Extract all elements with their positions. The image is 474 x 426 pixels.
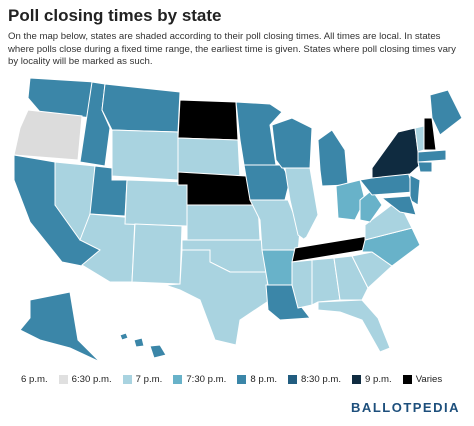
- legend-label: 8:30 p.m.: [301, 374, 342, 385]
- states: [13, 77, 463, 363]
- legend-swatch: [58, 375, 68, 384]
- legend: 6 p.m. 6:30 p.m. 7 p.m. 7:30 p.m. 8 p.m. 8:30…: [8, 374, 442, 385]
- legend-label: 7 p.m.: [135, 374, 163, 385]
- legend-label: 9 p.m.: [365, 374, 392, 385]
- legend-item: 7:30 p.m.: [173, 374, 226, 385]
- brand-logo: BALLOTPEDIA: [351, 400, 460, 415]
- legend-swatch: [8, 375, 17, 384]
- legend-item: 6:30 p.m.: [58, 374, 112, 385]
- legend-swatch: [352, 375, 362, 384]
- legend-item: 8 p.m.: [237, 374, 277, 385]
- legend-swatch: [288, 375, 298, 384]
- legend-item: Varies: [402, 374, 443, 385]
- legend-item: 7 p.m.: [122, 374, 163, 385]
- legend-swatch: [173, 375, 183, 384]
- legend-swatch: [122, 375, 132, 384]
- legend-swatch: [237, 375, 247, 384]
- us-map: [13, 77, 463, 363]
- legend-label: 6 p.m.: [21, 374, 48, 385]
- legend-label: 8 p.m.: [250, 374, 278, 385]
- legend-item: 9 p.m.: [352, 374, 392, 385]
- legend-label: Varies: [415, 374, 443, 385]
- legend-label: 7:30 p.m.: [186, 374, 227, 385]
- legend-item: 8:30 p.m.: [288, 374, 341, 385]
- legend-swatch: [402, 375, 412, 384]
- legend-item: 6 p.m.: [8, 374, 48, 385]
- legend-label: 6:30 p.m.: [71, 374, 112, 385]
- description: On the map below, states are shaded acco…: [8, 31, 456, 67]
- title: Poll closing times by state: [8, 6, 222, 25]
